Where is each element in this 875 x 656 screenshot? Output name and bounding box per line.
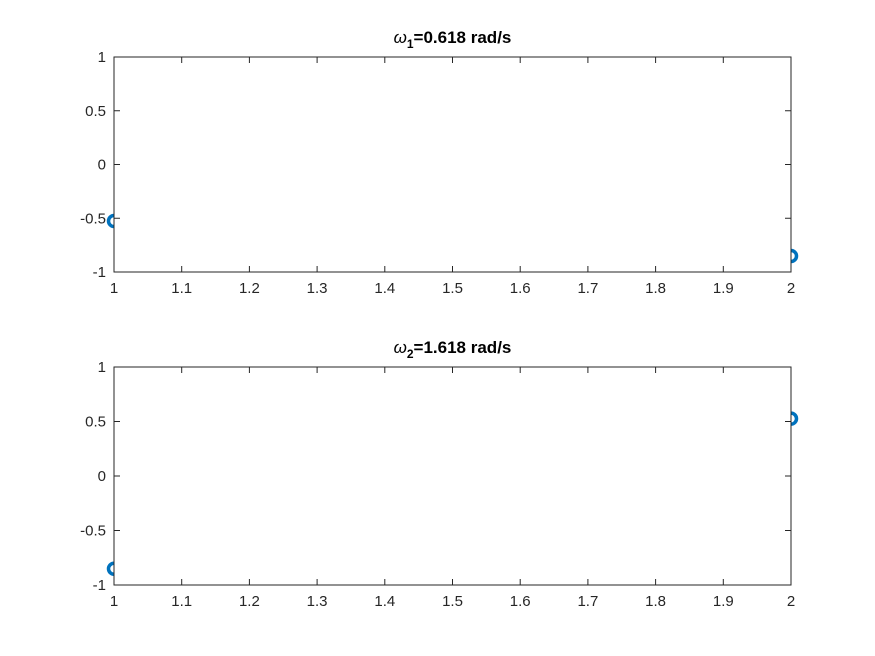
title-suffix: =1.618 rad/s — [414, 338, 512, 357]
x-tick-label: 1.2 — [239, 593, 260, 610]
title-subscript: 2 — [407, 347, 414, 361]
y-tick-label: -1 — [93, 264, 106, 281]
y-tick-label: -0.5 — [80, 523, 106, 540]
x-tick-label: 1.6 — [510, 593, 531, 610]
y-tick-label: 1 — [98, 359, 106, 376]
y-tick-label: -0.5 — [80, 210, 106, 227]
subplot-1: 1 1.1 1.2 1.3 1.4 1.5 1.6 1.7 1.8 1.9 2 -1 -0.5 0 0.5 1… — [80, 28, 799, 297]
x-tick-label: 1.8 — [645, 593, 666, 610]
x-tick-label: 1.7 — [577, 593, 598, 610]
x-tick-label: 1.5 — [442, 593, 463, 610]
subplot-title: ω2=1.618 rad/s — [394, 338, 512, 361]
title-omega: ω — [394, 28, 407, 47]
x-tick-label: 1.3 — [307, 280, 328, 297]
title-suffix: =0.618 rad/s — [414, 28, 512, 47]
x-tick-label: 2 — [787, 280, 795, 297]
x-tick-label: 1.9 — [713, 280, 734, 297]
x-tick-label: 1.5 — [442, 280, 463, 297]
x-tick-label: 1.3 — [307, 593, 328, 610]
x-tick-label: 1.1 — [171, 280, 192, 297]
x-tick-label: 1.1 — [171, 593, 192, 610]
x-tick-label: 1.9 — [713, 593, 734, 610]
x-tick-label: 1.2 — [239, 280, 260, 297]
subplot-2: 1 1.1 1.2 1.3 1.4 1.5 1.6 1.7 1.8 1.9 2 -1 -0.5 0 0.5 1… — [80, 338, 799, 610]
subplot-title: ω1=0.618 rad/s — [394, 28, 512, 51]
y-tick-label: 0 — [98, 157, 106, 174]
y-tick-label: 0.5 — [85, 103, 106, 120]
axes-box — [113, 366, 792, 586]
x-tick-label: 1.8 — [645, 280, 666, 297]
title-subscript: 1 — [407, 37, 414, 51]
y-tick-label: 0.5 — [85, 414, 106, 431]
axes-box — [113, 56, 792, 273]
x-tick-label: 1.6 — [510, 280, 531, 297]
x-tick-label: 1.4 — [374, 593, 395, 610]
x-tick-label: 1 — [110, 280, 118, 297]
x-tick-label: 1.7 — [577, 280, 598, 297]
x-tick-label: 1 — [110, 593, 118, 610]
y-tick-label: 1 — [98, 49, 106, 66]
y-tick-label: 0 — [98, 468, 106, 485]
x-tick-label: 2 — [787, 593, 795, 610]
title-omega: ω — [394, 338, 407, 357]
x-tick-label: 1.4 — [374, 280, 395, 297]
y-tick-label: -1 — [93, 577, 106, 594]
